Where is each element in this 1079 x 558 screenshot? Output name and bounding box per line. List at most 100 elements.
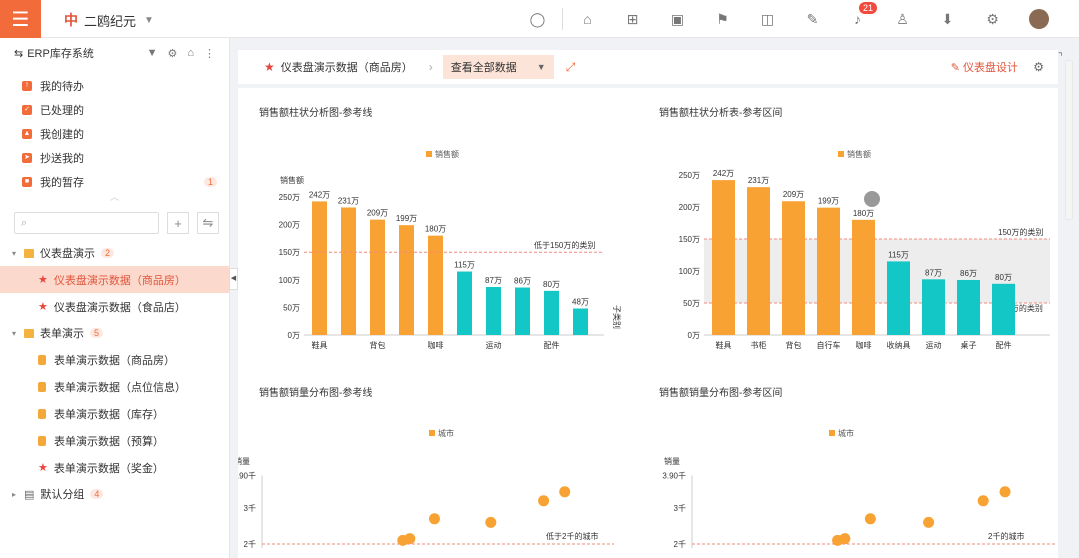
search-icon[interactable]: ◯ [529, 10, 546, 27]
y-tick-label: 3千 [674, 503, 686, 513]
bell-icon[interactable]: ♪ 21 [835, 2, 880, 27]
tree-item-form-bonus[interactable]: ★ 表单演示数据（奖金） [0, 454, 229, 481]
bar [922, 279, 945, 335]
apps-icon[interactable]: ⊞ [626, 10, 639, 27]
top-bar: ☰ 中 二鸥纪元 ▼ ◯ ⌂ ⊞ ▣ ⚑ ◫ ✎ ♪ 21 ♙ ⬇ ⚙ [0, 0, 1079, 38]
bar [782, 201, 805, 335]
sidebar-collapse-button[interactable]: ◀ [229, 268, 238, 290]
bar [544, 290, 559, 335]
group-label: 表单演示 [40, 328, 84, 340]
chevron-up-icon[interactable]: ︿ [109, 192, 119, 202]
caret-down-icon[interactable]: ▼ [146, 47, 158, 59]
sidebar: ⇆ ERP库存系统 ▼ ⚙ ⌂ ⋮ ! 我的待办 ✓ 已处理的 ▲ 我创建的 ➤ 抄送我… [0, 38, 230, 558]
group-count: 2 [101, 248, 115, 258]
shirt-icon[interactable]: ♙ [896, 10, 909, 27]
tree-group-dashboard[interactable]: ▾ 仪表盘演示 2 [0, 240, 229, 266]
scatter-point [559, 486, 571, 498]
scatter-point [839, 533, 851, 545]
y-tick-label: 200万 [279, 221, 300, 230]
bar-data-label: 115万 [454, 261, 475, 270]
tree-item-form-location[interactable]: 表单演示数据（点位信息） [0, 373, 229, 400]
dashboard-title: 仪表盘演示数据（商品房） [280, 62, 413, 74]
x-tick-label: 背包 [370, 340, 386, 350]
settings-icon[interactable]: ⚙ [986, 10, 999, 27]
bar [573, 308, 588, 335]
send-icon: ➤ [22, 153, 32, 163]
expand-corner-icon[interactable]: ⌝ [1058, 52, 1063, 63]
x-tick-label: 运动 [926, 340, 942, 350]
legend-label: 销售额 [847, 149, 871, 159]
avatar[interactable] [1029, 9, 1049, 29]
swap-button[interactable]: ⇋ [197, 212, 219, 234]
window-icon[interactable]: ◫ [760, 10, 775, 27]
scatter-point [538, 495, 550, 507]
caret-icon: ▾ [12, 328, 17, 338]
create-icon: ▲ [22, 129, 32, 139]
legend-swatch [838, 151, 844, 157]
brand-logo-icon: 中 [64, 12, 78, 28]
sidebar-item-created[interactable]: ▲ 我创建的 [0, 122, 229, 146]
image-icon[interactable]: ▣ [670, 10, 685, 27]
tree-group-default[interactable]: ▸ ▤ 默认分组 4 [0, 481, 229, 507]
bar [370, 219, 385, 335]
chart-title: 销售额销量分布图-参考区间 [659, 386, 782, 399]
sidebar-item-cc[interactable]: ➤ 抄送我的 [0, 146, 229, 170]
tree-item-dashboard-house[interactable]: ★ 仪表盘演示数据（商品房） [0, 266, 229, 293]
caret-icon: ▾ [12, 248, 17, 258]
group-count: 5 [90, 328, 104, 338]
gear-icon[interactable]: ⚙ [1033, 60, 1044, 74]
system-name: ERP库存系统 [27, 48, 94, 60]
sidebar-item-todo[interactable]: ! 我的待办 [0, 74, 229, 98]
sidebar-header: ⇆ ERP库存系统 ▼ ⚙ ⌂ ⋮ [0, 38, 229, 68]
bar-data-label: 231万 [748, 176, 769, 185]
dashboard-tabbar: ★ 仪表盘演示数据（商品房） › 查看全部数据 ▼ ⤢ ✎ 仪表盘设计 ⚙ [238, 50, 1058, 84]
bar-data-label: 80万 [543, 280, 560, 289]
y-axis-title: 销量 [238, 456, 250, 466]
add-button[interactable]: + [167, 212, 189, 234]
sidebar-item-done[interactable]: ✓ 已处理的 [0, 98, 229, 122]
tree-item-form-stock[interactable]: 表单演示数据（库存） [0, 400, 229, 427]
tree-group-forms[interactable]: ▾ 表单演示 5 [0, 320, 229, 346]
x-tick-label: 配件 [996, 340, 1012, 350]
y-tick-label: 150万 [679, 235, 700, 244]
y-tick-label: 3.90千 [238, 471, 256, 481]
home-icon[interactable]: ⌂ [187, 47, 194, 59]
more-icon[interactable]: ⋮ [204, 47, 215, 60]
brush-icon[interactable]: ✎ [806, 10, 819, 27]
chevron-right-icon: › [428, 60, 433, 74]
bar [457, 271, 472, 335]
download-icon[interactable]: ⬇ [941, 10, 954, 27]
y-tick-label: 200万 [679, 203, 700, 212]
menu-icon[interactable]: ☰ [0, 0, 41, 38]
bar-data-label: 115万 [888, 250, 909, 259]
band-high-label: 150万的类别 [998, 227, 1043, 237]
view-select[interactable]: 查看全部数据 ▼ [442, 55, 554, 79]
y-tick-label: 0万 [688, 331, 700, 340]
dashboard-design-button[interactable]: ✎ 仪表盘设计 [950, 62, 1018, 74]
fullscreen-icon[interactable]: ⤢ [565, 59, 576, 74]
chart-title: 销售额销量分布图-参考线 [259, 386, 372, 399]
home-icon[interactable]: ⌂ [583, 11, 592, 27]
y-tick-label: 0万 [288, 331, 300, 340]
x-tick-label: 桌子 [961, 340, 977, 350]
flag-icon[interactable]: ⚑ [716, 10, 729, 27]
bar-data-label: 199万 [818, 197, 839, 206]
sidebar-item-draft[interactable]: ■ 我的暂存 1 [0, 170, 229, 194]
y-tick-label: 150万 [279, 248, 300, 257]
bar [341, 207, 356, 335]
chevron-down-icon: ▼ [536, 62, 546, 72]
scatter-point [864, 513, 876, 525]
y-tick-label: 50万 [283, 303, 300, 312]
tree-item-dashboard-food[interactable]: ★ 仪表盘演示数据（食品店） [0, 293, 229, 320]
scrollbar[interactable] [1065, 60, 1073, 220]
x-tick-label: 书柜 [751, 340, 767, 350]
brand-switcher[interactable]: 中 二鸥纪元 ▼ [64, 10, 154, 30]
search-input[interactable]: ⌕ [14, 212, 159, 234]
system-icon: ⇆ [14, 47, 24, 60]
save-icon: ■ [22, 177, 32, 187]
gear-icon[interactable]: ⚙ [167, 47, 178, 60]
tree-item-form-budget[interactable]: 表单演示数据（预算） [0, 427, 229, 454]
tree-item-form-house[interactable]: 表单演示数据（商品房） [0, 346, 229, 373]
check-icon: ✓ [22, 105, 32, 115]
cursor-icon [864, 191, 880, 207]
